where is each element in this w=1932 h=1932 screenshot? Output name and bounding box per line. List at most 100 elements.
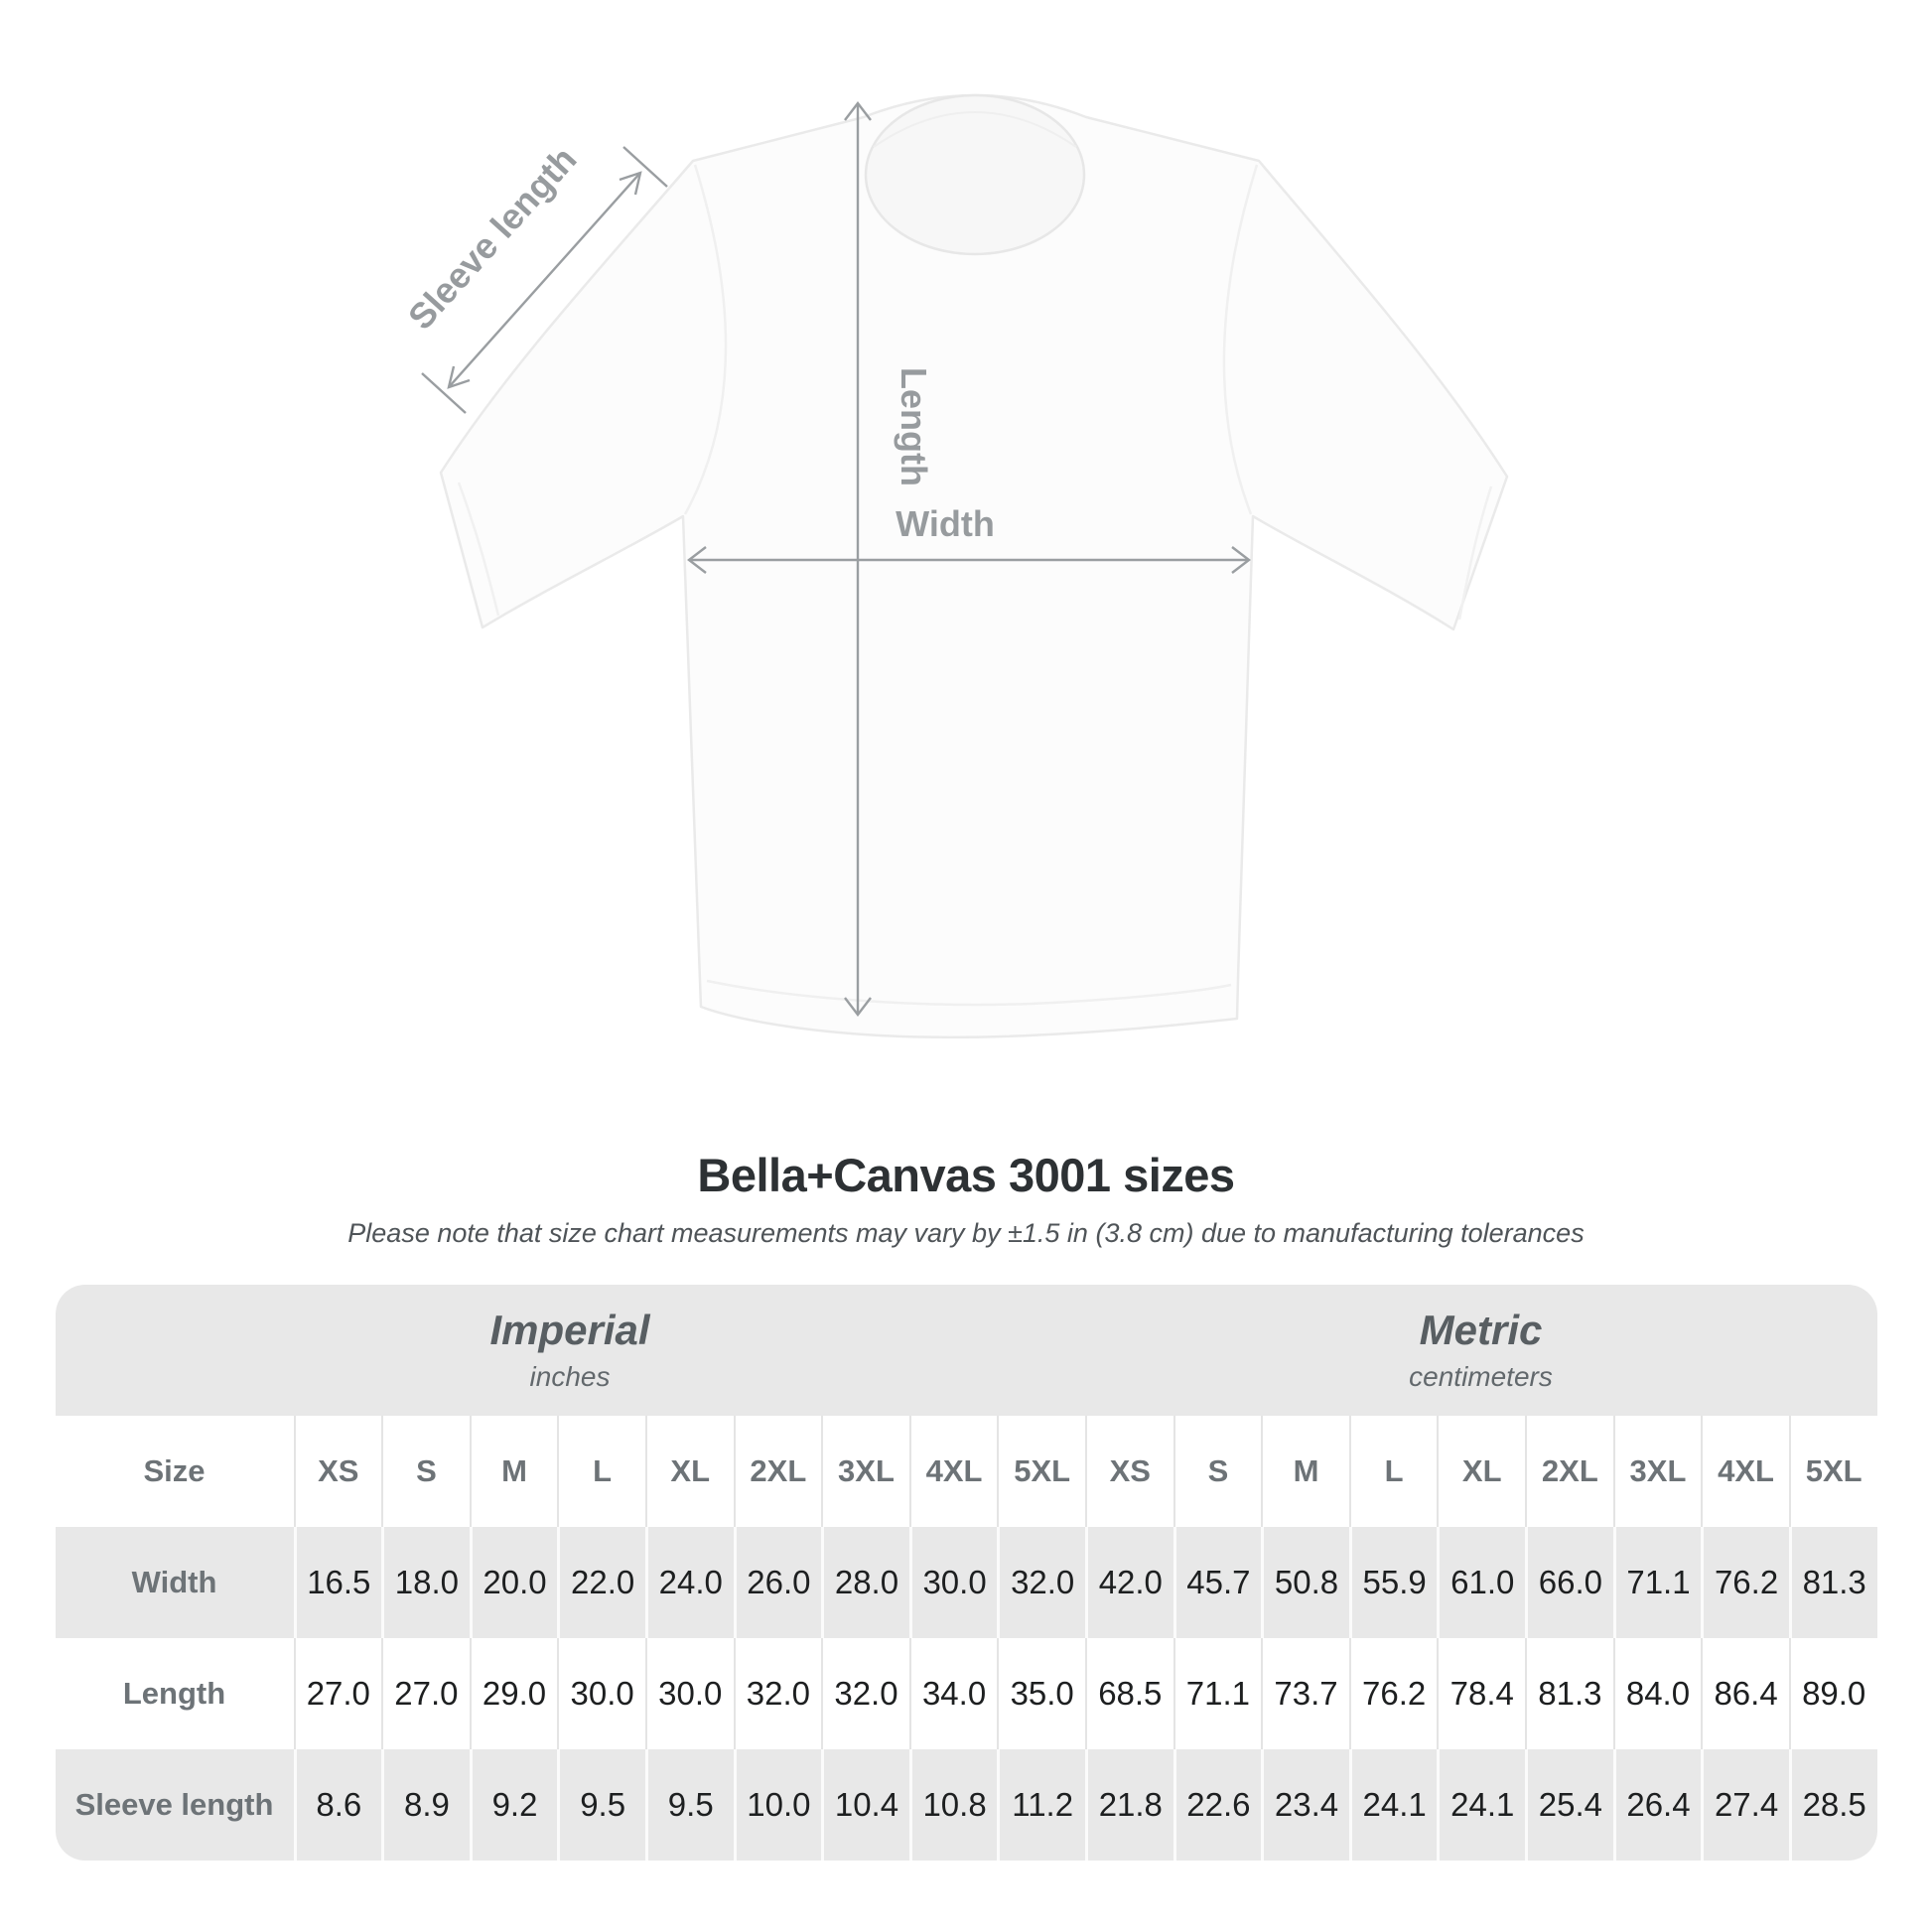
measurement-cell-metric: 86.4 bbox=[1701, 1638, 1789, 1749]
measurement-cell-imperial: 32.0 bbox=[997, 1527, 1085, 1638]
hem-stitch-line bbox=[706, 979, 1232, 1007]
measurement-cell-metric: 45.7 bbox=[1173, 1527, 1262, 1638]
measurement-cell-metric: 50.8 bbox=[1261, 1527, 1349, 1638]
measurement-cell-metric: 76.2 bbox=[1348, 1638, 1438, 1749]
size-column-header-imperial: S bbox=[381, 1416, 470, 1527]
size-column-header-imperial: XS bbox=[293, 1416, 382, 1527]
size-table: Imperial inches Metric centimeters Size X… bbox=[55, 1285, 1877, 1861]
tshirt-body bbox=[439, 93, 1509, 1039]
size-column-header-metric: 5XL bbox=[1788, 1416, 1877, 1527]
measurement-cell-metric: 42.0 bbox=[1085, 1527, 1173, 1638]
measurement-cell-metric: 81.3 bbox=[1525, 1638, 1613, 1749]
measurement-cell-imperial: 16.5 bbox=[293, 1527, 382, 1638]
measurement-cell-metric: 25.4 bbox=[1525, 1749, 1613, 1861]
size-column-header-imperial: XL bbox=[644, 1416, 734, 1527]
size-column-header-metric: S bbox=[1173, 1416, 1262, 1527]
size-corner-label: Size bbox=[143, 1453, 206, 1488]
tshirt-illustration bbox=[439, 93, 1509, 1039]
measurement-cell-imperial: 18.0 bbox=[381, 1527, 470, 1638]
measurement-cell-metric: 78.4 bbox=[1437, 1638, 1525, 1749]
measurement-cell-metric: 23.4 bbox=[1261, 1749, 1349, 1861]
shirt-measurement-diagram: Length Width Sleeve length bbox=[400, 93, 1509, 1039]
measurement-cell-imperial: 9.2 bbox=[469, 1749, 558, 1861]
size-column-header-metric: 2XL bbox=[1525, 1416, 1613, 1527]
metric-sublabel: centimeters bbox=[1409, 1361, 1553, 1393]
measurement-cell-metric: 89.0 bbox=[1788, 1638, 1877, 1749]
imperial-sublabel: inches bbox=[529, 1361, 611, 1393]
left-armhole-seam bbox=[683, 164, 728, 515]
size-column-header-imperial: 5XL bbox=[997, 1416, 1085, 1527]
measurement-cell-metric: 27.4 bbox=[1701, 1749, 1789, 1861]
page-title: Bella+Canvas 3001 sizes bbox=[697, 1149, 1235, 1201]
measurement-cell-metric: 68.5 bbox=[1085, 1638, 1173, 1749]
measurement-cell-imperial: 9.5 bbox=[557, 1749, 645, 1861]
measurement-cell-imperial: 11.2 bbox=[997, 1749, 1085, 1861]
measurement-cell-metric: 26.4 bbox=[1612, 1749, 1702, 1861]
measurement-cell-imperial: 24.0 bbox=[644, 1527, 734, 1638]
width-arrow bbox=[687, 546, 1251, 574]
sleeve-length-arrow bbox=[421, 146, 668, 414]
measurement-cell-imperial: 27.0 bbox=[381, 1638, 470, 1749]
measurement-cell-imperial: 28.0 bbox=[821, 1527, 909, 1638]
measurement-cell-imperial: 26.0 bbox=[733, 1527, 822, 1638]
measurement-cell-metric: 22.6 bbox=[1173, 1749, 1262, 1861]
table-row-length: Length 27.0 27.0 29.0 30.0 30.0 32.0 32.0 34.0 35… bbox=[55, 1638, 1877, 1749]
measurement-cell-imperial: 10.8 bbox=[908, 1749, 998, 1861]
measurement-cell-imperial: 27.0 bbox=[293, 1638, 382, 1749]
measurement-cell-metric: 76.2 bbox=[1701, 1527, 1789, 1638]
size-column-header-imperial: 4XL bbox=[908, 1416, 998, 1527]
measurement-cell-imperial: 32.0 bbox=[733, 1638, 822, 1749]
measurement-cell-imperial: 30.0 bbox=[908, 1527, 998, 1638]
tolerance-note: Please note that size chart measurements… bbox=[347, 1218, 1585, 1248]
measurement-cell-metric: 61.0 bbox=[1437, 1527, 1525, 1638]
size-column-header-imperial: 3XL bbox=[821, 1416, 909, 1527]
measurement-cell-imperial: 30.0 bbox=[644, 1638, 734, 1749]
tshirt-diagram-svg: Length Width Sleeve length bbox=[400, 93, 1509, 1039]
measurement-cell-imperial: 8.9 bbox=[381, 1749, 470, 1861]
measurement-cell-imperial: 29.0 bbox=[469, 1638, 558, 1749]
size-column-header-metric: 3XL bbox=[1612, 1416, 1702, 1527]
length-label: Length bbox=[894, 367, 934, 486]
measurement-cell-imperial: 10.4 bbox=[821, 1749, 909, 1861]
size-column-header-metric: XS bbox=[1085, 1416, 1173, 1527]
measurement-cell-metric: 71.1 bbox=[1612, 1527, 1702, 1638]
table-row-sleeve-length: Sleeve length 8.6 8.9 9.2 9.5 9.5 10.0 10.4 10.8… bbox=[55, 1749, 1877, 1861]
measurement-cell-imperial: 9.5 bbox=[644, 1749, 734, 1861]
metric-label: Metric bbox=[1419, 1306, 1543, 1353]
unit-group-band: Imperial inches Metric centimeters bbox=[55, 1285, 1877, 1416]
size-column-header-metric: XL bbox=[1437, 1416, 1525, 1527]
measurement-cell-imperial: 20.0 bbox=[469, 1527, 558, 1638]
measurement-cell-imperial: 30.0 bbox=[557, 1638, 645, 1749]
table-row-width: Width 16.5 18.0 20.0 22.0 24.0 26.0 28.0 30.0 32.… bbox=[55, 1527, 1877, 1638]
measurement-arrows bbox=[421, 101, 1251, 1017]
size-column-header-imperial: L bbox=[557, 1416, 645, 1527]
right-armhole-seam bbox=[1222, 164, 1259, 515]
measurement-cell-imperial: 22.0 bbox=[557, 1527, 645, 1638]
measurement-cell-metric: 24.1 bbox=[1437, 1749, 1525, 1861]
measurement-cell-metric: 28.5 bbox=[1788, 1749, 1877, 1861]
measurement-cell-imperial: 10.0 bbox=[733, 1749, 822, 1861]
measurement-cell-metric: 81.3 bbox=[1788, 1527, 1877, 1638]
measurement-cell-metric: 24.1 bbox=[1348, 1749, 1438, 1861]
size-column-header-imperial: M bbox=[469, 1416, 558, 1527]
collar-opening bbox=[864, 93, 1086, 256]
size-table-rows: Width 16.5 18.0 20.0 22.0 24.0 26.0 28.0 30.0 32.… bbox=[55, 1527, 1877, 1861]
row-label: Sleeve length bbox=[74, 1787, 274, 1822]
size-column-header-metric: L bbox=[1348, 1416, 1438, 1527]
measurement-cell-imperial: 8.6 bbox=[293, 1749, 382, 1861]
left-cuff-seam bbox=[457, 482, 500, 617]
size-column-header-metric: 4XL bbox=[1701, 1416, 1789, 1527]
measurement-cell-imperial: 35.0 bbox=[997, 1638, 1085, 1749]
measurement-cell-metric: 84.0 bbox=[1612, 1638, 1702, 1749]
measurement-cell-metric: 21.8 bbox=[1085, 1749, 1173, 1861]
measurement-cell-metric: 55.9 bbox=[1348, 1527, 1438, 1638]
measurement-cell-metric: 71.1 bbox=[1173, 1638, 1262, 1749]
measurement-cell-metric: 66.0 bbox=[1525, 1527, 1613, 1638]
row-label: Length bbox=[122, 1676, 226, 1711]
right-cuff-seam bbox=[1457, 485, 1493, 621]
sleeve-length-label: Sleeve length bbox=[400, 139, 585, 338]
size-header-row: Size XS S M L XL 2XL 3XL 4XL 5XL XS S M L XL 2XL 3XL 4XL 5… bbox=[55, 1416, 1877, 1527]
measurement-cell-metric: 73.7 bbox=[1261, 1638, 1349, 1749]
metric-group-header: Metric centimeters bbox=[1085, 1285, 1877, 1416]
imperial-label: Imperial bbox=[489, 1306, 650, 1353]
